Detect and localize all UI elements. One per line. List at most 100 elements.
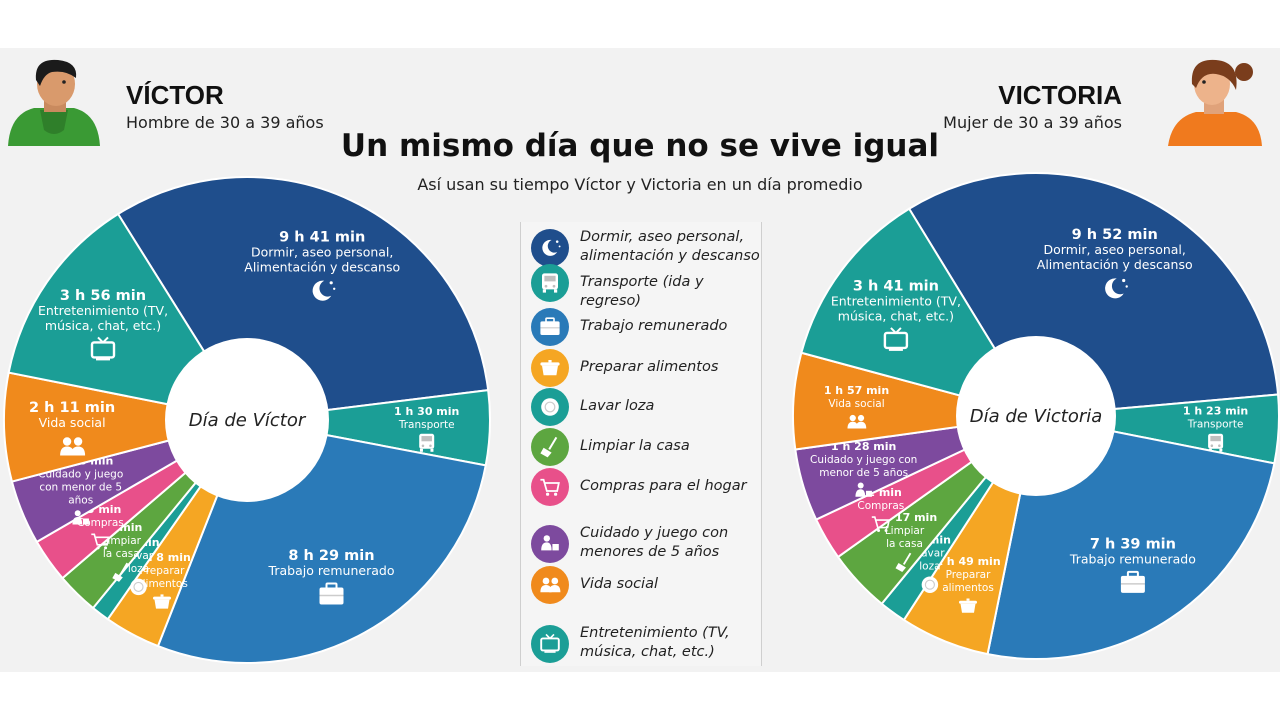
bus-icon — [419, 433, 435, 452]
legend-label-line: Lavar loza — [580, 398, 655, 414]
slice-label-preparar-alimentos: Preparar — [946, 569, 992, 581]
legend-label-line: Trabajo remunerado — [580, 318, 728, 334]
legend-label-line: Compras para el hogar — [580, 478, 747, 494]
briefcase-icon — [319, 582, 344, 605]
legend-label: Limpiar la casa — [580, 437, 765, 456]
slice-label-dormir-aseo-personal-alimentacion-y-descanso: Dormir, aseo personal, — [1044, 242, 1186, 257]
legend-label-line: Transporte (ida y regreso) — [580, 274, 704, 309]
briefcase-icon — [531, 308, 569, 346]
man-avatar — [8, 59, 100, 146]
legend-item-lavar-loza: Lavar loza — [531, 388, 761, 438]
legend-label-line: Entretenimiento (TV, — [580, 625, 730, 641]
tv-icon — [90, 336, 116, 361]
cart-icon — [91, 533, 110, 550]
legend-label: Dormir, aseo personal, alimentación y des… — [580, 228, 765, 266]
plate-icon — [921, 576, 939, 593]
child-care-icon — [72, 510, 89, 525]
slice-time-dormir-aseo-personal-alimentacion-y-descanso: 9 h 41 min — [279, 229, 365, 245]
slice-label-cuidado-y-juego-con-menor-de-5-anos: con menor de 5 — [39, 482, 122, 494]
slice-label-entretenimiento-tv-musica-chat-etc: Entretenimiento (TV, — [831, 293, 961, 308]
slice-label-entretenimiento-tv-musica-chat-etc: música, chat, etc.) — [838, 308, 954, 323]
slice-label-trabajo-remunerado: Trabajo remunerado — [1069, 551, 1196, 566]
slice-label-preparar-alimentos: alimentos — [942, 582, 994, 594]
legend-label-line: Dormir, aseo personal, — [580, 229, 745, 245]
slice-label-limpiar-la-casa: Limpiar — [885, 525, 925, 537]
slice-label-vida-social: Vida social — [39, 415, 106, 430]
slice-label-compras: Compras — [857, 500, 904, 512]
legend-label: Transporte (ida y regreso) — [580, 273, 765, 311]
legend-label: Lavar loza — [580, 397, 765, 416]
legend: Dormir, aseo personal, alimentación y des… — [520, 222, 762, 666]
donut-hole — [956, 336, 1116, 496]
moon-icon — [1105, 278, 1128, 299]
legend-label: Preparar alimentos — [580, 358, 765, 377]
people-icon — [847, 414, 867, 429]
slice-label-cuidado-y-juego-con-menor-de-5-anos: años — [68, 495, 93, 507]
donut-center-label: Día de Victoria — [970, 406, 1103, 427]
legend-item-entretenimiento-tv-musica-chat-etc: Entretenimiento (TV, música, chat, etc.) — [531, 624, 761, 664]
moon-icon — [312, 280, 336, 301]
slice-time-entretenimiento-tv-musica-chat-etc: 3 h 41 min — [853, 278, 939, 294]
legend-item-compras-para-el-hogar: Compras para el hogar — [531, 468, 761, 518]
slice-label-limpiar-la-casa: la casa — [103, 548, 140, 560]
slice-time-transporte: 1 h 23 min — [1183, 405, 1248, 418]
page-title: Un mismo día que no se vive igual — [340, 128, 940, 164]
bus-icon — [531, 264, 569, 302]
legend-label-line: menores de 5 años — [580, 544, 720, 560]
legend-label: Compras para el hogar — [580, 477, 765, 496]
legend-item-transporte-ida-y-regreso: Transporte (ida y regreso) — [531, 264, 761, 314]
cart-icon — [871, 516, 891, 533]
legend-item-vida-social: Vida social — [531, 566, 761, 616]
slice-label-vida-social: Vida social — [828, 398, 884, 410]
slice-label-limpiar-la-casa: la casa — [886, 538, 923, 550]
victor-name: VÍCTOR — [126, 80, 224, 110]
slice-time-trabajo-remunerado: 7 h 39 min — [1090, 536, 1176, 552]
legend-label: Entretenimiento (TV, música, chat, etc.) — [580, 624, 765, 662]
slice-label-trabajo-remunerado: Trabajo remunerado — [268, 563, 395, 578]
people-icon — [60, 437, 86, 456]
slice-label-cuidado-y-juego-con-menor-de-5-anos: Cuidado y juego — [38, 469, 123, 481]
slice-label-dormir-aseo-personal-alimentacion-y-descanso: Dormir, aseo personal, — [251, 244, 393, 259]
woman-avatar — [1168, 59, 1262, 146]
slice-label-dormir-aseo-personal-alimentacion-y-descanso: Alimentación y descanso — [244, 259, 400, 274]
legend-label-line: Preparar alimentos — [580, 359, 719, 375]
slice-time-vida-social: 1 h 57 min — [824, 384, 889, 397]
broom-icon — [531, 428, 569, 466]
victoria-name: VICTORIA — [998, 80, 1122, 110]
slice-label-lavar-loza: loza — [919, 561, 940, 573]
legend-label-line: música, chat, etc.) — [580, 644, 715, 660]
slice-time-preparar-alimentos: 1 h 49 min — [935, 555, 1000, 568]
legend-item-cuidado-y-juego-con-menores-de-5-anos: Cuidado y juego con menores de 5 años — [531, 524, 761, 564]
donut-hole — [165, 338, 329, 502]
slice-time-dormir-aseo-personal-alimentacion-y-descanso: 9 h 52 min — [1072, 227, 1158, 243]
victoria-description: Mujer de 30 a 39 años — [943, 113, 1122, 132]
slice-time-trabajo-remunerado: 8 h 29 min — [288, 548, 374, 564]
legend-item-limpiar-la-casa: Limpiar la casa — [531, 428, 761, 478]
slice-label-limpiar-la-casa: Limpiar — [102, 535, 142, 547]
victor-description: Hombre de 30 a 39 años — [126, 113, 324, 132]
legend-label: Vida social — [580, 575, 765, 594]
slice-label-entretenimiento-tv-musica-chat-etc: Entretenimiento (TV, — [38, 303, 168, 318]
pot-icon — [959, 598, 977, 613]
slice-label-preparar-alimentos: Preparar — [140, 565, 186, 577]
tv-icon — [883, 327, 909, 351]
pot-icon — [531, 349, 569, 387]
legend-item-preparar-alimentos: Preparar alimentos — [531, 349, 761, 399]
legend-label-line: Vida social — [580, 576, 658, 592]
legend-item-dormir-aseo-personal-alimentacion-y-descanso: Dormir, aseo personal, alimentación y des… — [531, 228, 761, 268]
slice-label-lavar-loza: loza — [128, 563, 149, 575]
slice-label-entretenimiento-tv-musica-chat-etc: música, chat, etc.) — [45, 318, 161, 333]
legend-label-line: Limpiar la casa — [580, 438, 690, 454]
plate-icon — [130, 578, 147, 596]
slice-label-dormir-aseo-personal-alimentacion-y-descanso: Alimentación y descanso — [1037, 257, 1193, 272]
people-icon — [531, 566, 569, 604]
child-care-icon — [531, 525, 569, 563]
pot-icon — [153, 594, 171, 609]
slice-label-transporte: Transporte — [1187, 419, 1244, 431]
slice-label-transporte: Transporte — [398, 419, 455, 431]
page-subtitle: Así usan su tiempo Víctor y Victoria en … — [417, 175, 863, 194]
moon-icon — [531, 229, 569, 267]
cart-icon — [531, 468, 569, 506]
